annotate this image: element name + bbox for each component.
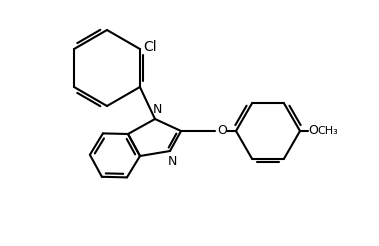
Text: N: N [152,103,162,116]
Text: CH₃: CH₃ [317,126,338,136]
Text: N: N [167,155,177,168]
Text: O: O [217,124,227,138]
Text: O: O [308,124,318,138]
Text: Cl: Cl [143,40,157,54]
